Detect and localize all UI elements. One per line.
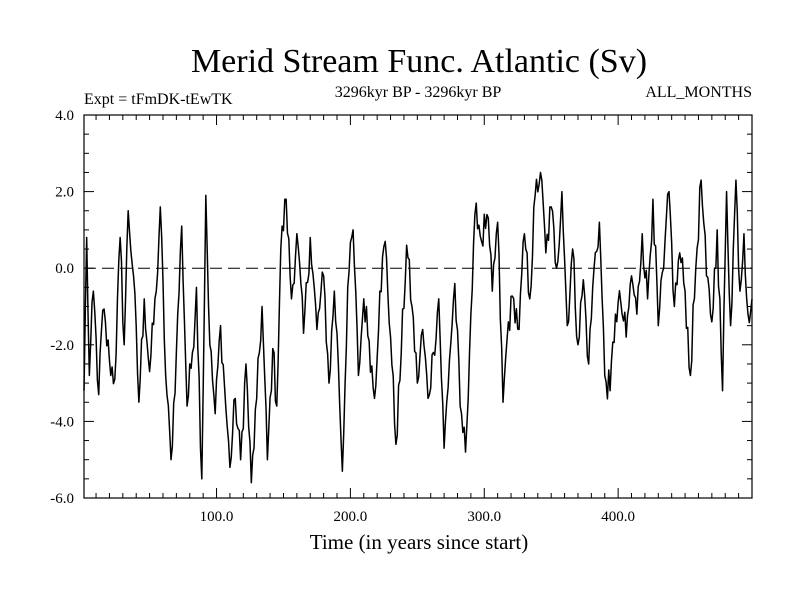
x-tick-label: 200.0 <box>334 509 368 525</box>
y-tick-label: 2.0 <box>55 185 74 201</box>
period-label: 3296kyr BP - 3296kyr BP <box>335 84 502 101</box>
x-axis: 100.0 200.0 300.0 400.0 <box>95 115 740 525</box>
series-line <box>83 171 753 484</box>
y-tick-label: 4.0 <box>55 108 74 124</box>
x-tick-label: 400.0 <box>601 509 635 525</box>
y-tick-label: -2.0 <box>50 338 74 354</box>
plot-frame <box>83 114 753 499</box>
experiment-label: Expt = tFmDK-tEwTK <box>84 91 233 108</box>
x-axis-label: Time (in years since start) <box>310 530 529 554</box>
x-tick-label: 300.0 <box>467 509 501 525</box>
y-tick-label: -4.0 <box>50 414 74 430</box>
y-tick-label: 0.0 <box>55 261 74 277</box>
months-label: ALL_MONTHS <box>645 84 752 101</box>
x-tick-label: 100.0 <box>200 509 234 525</box>
chart-title: Merid Stream Func. Atlantic (Sv) <box>191 43 647 80</box>
y-tick-label: -6.0 <box>50 491 74 507</box>
y-axis: -6.0 -4.0 -2.0 0.0 2.0 4.0 <box>50 108 752 507</box>
